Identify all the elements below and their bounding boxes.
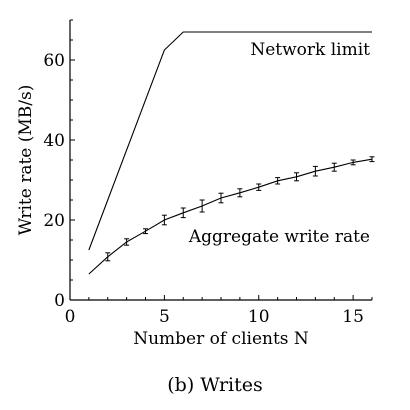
error-bar xyxy=(143,228,148,235)
error-bar xyxy=(105,252,111,262)
error-bar xyxy=(256,183,262,191)
series-line-aggregate-write-rate xyxy=(88,158,373,275)
x-tick-label: 0 xyxy=(65,307,76,327)
series-labels: Network limit Aggregate write rate xyxy=(188,40,370,247)
x-axis-ticks: 0 5 10 15 xyxy=(65,295,373,327)
error-bar xyxy=(350,159,356,166)
error-bar xyxy=(161,214,167,226)
x-tick-label: 10 xyxy=(248,307,270,327)
x-axis-title: Number of clients N xyxy=(133,329,309,349)
error-bar xyxy=(180,207,186,219)
y-tick-label: 60 xyxy=(43,51,65,71)
x-tick-label: 15 xyxy=(342,307,364,327)
figure-caption: (b) Writes xyxy=(167,374,263,396)
series-line-network-limit xyxy=(88,31,372,251)
error-bar xyxy=(218,192,224,204)
y-tick-label: 20 xyxy=(43,211,65,231)
error-bar xyxy=(294,172,299,182)
error-bar xyxy=(331,162,337,172)
error-bar xyxy=(199,199,205,213)
y-tick-label: 0 xyxy=(54,291,65,311)
error-bar xyxy=(237,188,243,198)
series-label-aggregate-write-rate: Aggregate write rate xyxy=(188,227,370,247)
y-tick-label: 40 xyxy=(43,131,65,151)
plot-area: 0 5 10 15 0 20 40 60 Network limit Aggregate wr… xyxy=(43,19,375,327)
y-axis-title: Write rate (MB/s) xyxy=(16,85,36,236)
error-bar xyxy=(369,156,375,163)
error-bar xyxy=(312,165,318,177)
y-axis-ticks: 0 20 40 60 xyxy=(43,19,75,311)
error-bar xyxy=(124,238,130,246)
series-label-network-limit: Network limit xyxy=(250,40,370,60)
series-layer xyxy=(88,31,375,275)
x-tick-label: 5 xyxy=(159,307,170,327)
error-bar xyxy=(275,177,281,185)
